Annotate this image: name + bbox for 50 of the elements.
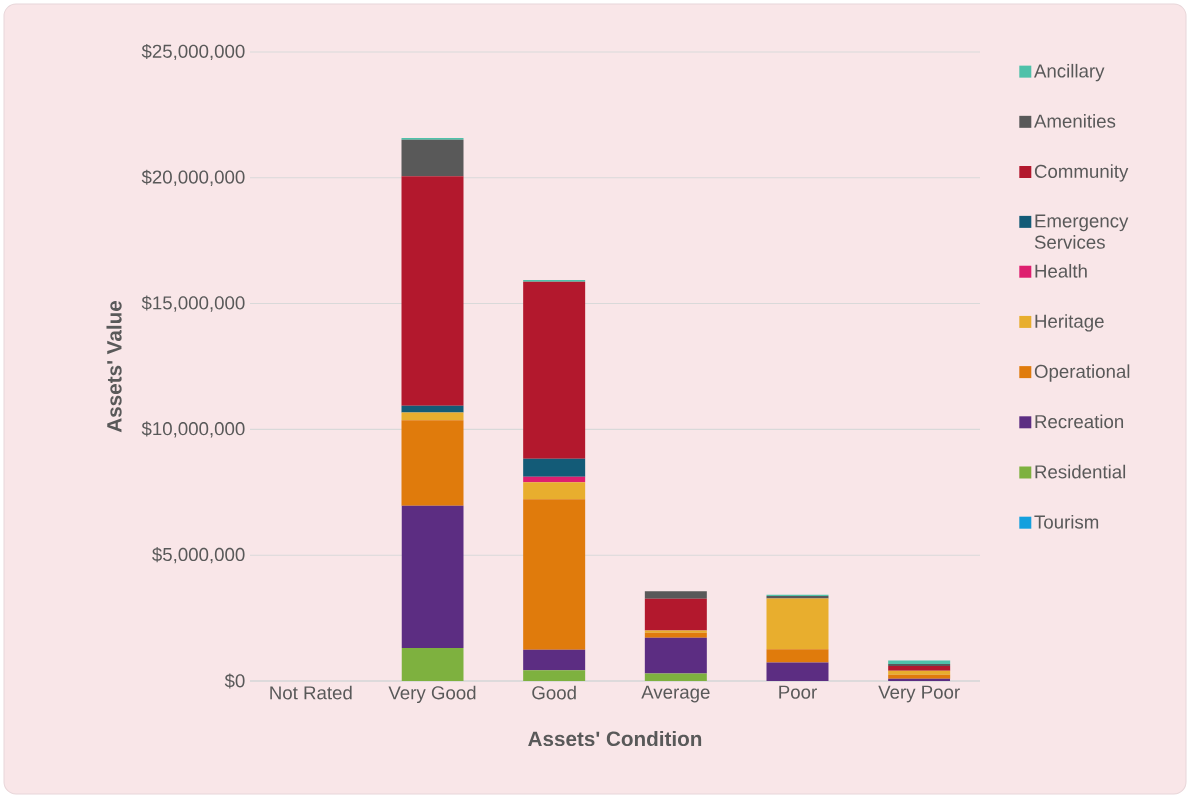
legend-label: Residential <box>1035 464 1126 479</box>
bar <box>401 505 464 649</box>
legend-label: Community <box>1034 164 1129 182</box>
y-tick-label: $25,000,000 <box>141 43 245 61</box>
y-tick-label: $20,000,000 <box>141 169 245 186</box>
legend-label: Emergency Services <box>1034 214 1129 249</box>
bar <box>401 405 464 413</box>
legend-label: Tourism <box>1034 514 1099 529</box>
bar <box>523 649 586 671</box>
y-tick-label: $10,000,000 <box>141 421 245 438</box>
legend-label: Recreation <box>1035 414 1124 429</box>
bar <box>401 648 464 681</box>
bar <box>523 458 586 477</box>
bar <box>766 598 829 650</box>
bar <box>401 420 464 506</box>
y-axis-title: Assets' Value <box>106 300 122 433</box>
bar <box>644 673 707 681</box>
y-tick-label: $15,000,000 <box>141 295 245 312</box>
legend-label: Ancillary <box>1034 63 1105 82</box>
bar <box>644 591 707 599</box>
bar <box>523 670 586 681</box>
bar <box>644 630 707 633</box>
x-axis-title: Assets' Condition <box>528 730 702 747</box>
legend-label: Health <box>1035 263 1087 278</box>
legend-label: Heritage <box>1035 314 1104 332</box>
bar <box>888 665 951 671</box>
bar <box>888 674 951 679</box>
bar <box>401 176 464 406</box>
bar <box>523 482 586 500</box>
x-tick-label: Not Rated <box>270 685 352 700</box>
x-tick-label: Average <box>641 685 710 703</box>
bar <box>766 649 829 663</box>
bar <box>644 637 707 674</box>
x-tick-label: Good <box>532 685 576 700</box>
x-tick-label: Poor <box>779 685 817 699</box>
bar <box>523 281 586 459</box>
bar <box>644 632 707 638</box>
y-tick-label: $5,000,000 <box>152 547 245 564</box>
legend-label: Operational <box>1034 364 1130 382</box>
bar <box>401 412 464 421</box>
y-tick-label: $0 <box>224 673 245 689</box>
bar <box>401 139 464 177</box>
legend-label: Amenities <box>1034 114 1116 128</box>
bar <box>644 598 707 631</box>
bar <box>523 476 586 483</box>
bar <box>766 662 829 681</box>
bar <box>888 670 951 675</box>
bar <box>523 499 586 650</box>
x-tick-label: Very Poor <box>878 685 960 703</box>
x-tick-label: Very Good <box>388 685 476 704</box>
